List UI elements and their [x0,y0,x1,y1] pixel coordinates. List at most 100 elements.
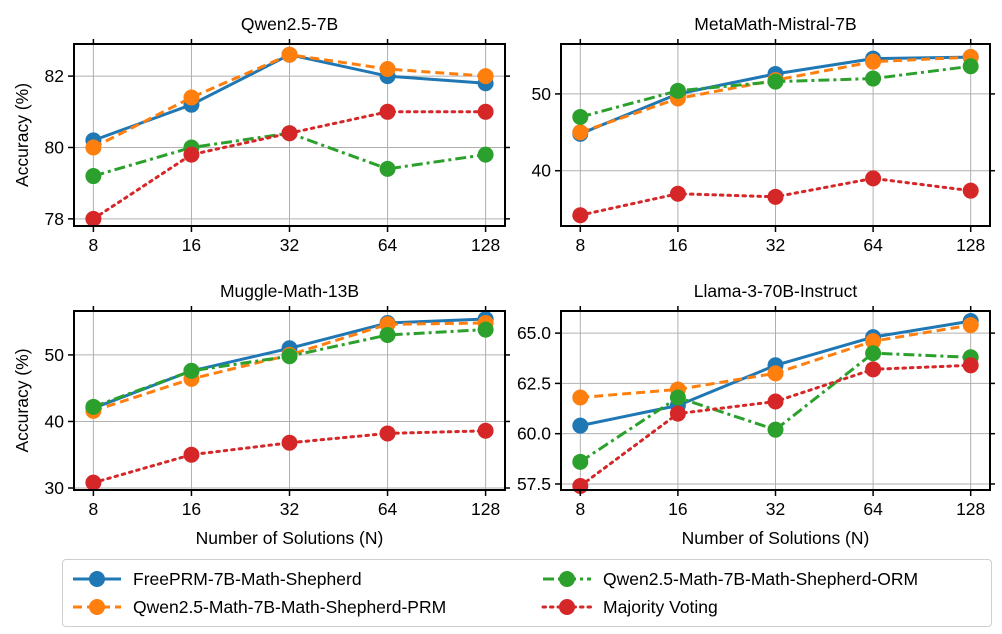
legend-label-prm: Qwen2.5-Math-7B-Math-Shepherd-PRM [133,596,447,617]
legend-swatch-prm [73,599,121,615]
data-point-qwen2-5-math-7b-math-shepherd-prm [865,53,882,70]
data-point-majority-voting [767,393,784,410]
data-point-majority-voting [572,207,589,224]
y-axis-label: Accuracy (%) [12,83,32,187]
data-point-qwen2-5-math-7b-math-shepherd-prm [865,333,882,350]
y-tick-label: 82 [45,66,64,86]
legend-swatch-marker [89,571,105,587]
y-tick-label: 30 [45,478,65,498]
legend-swatch-orm [543,571,591,587]
data-point-qwen2-5-math-7b-math-shepherd-orm [669,389,686,406]
data-point-majority-voting [669,405,686,422]
legend: FreePRM-7B-Math-Shepherd Qwen2.5-Math-7B… [62,559,992,627]
x-tick-label: 128 [471,235,500,255]
y-tick-label: 65.0 [517,323,551,343]
y-tick-label: 60.0 [517,424,551,444]
y-tick-label: 40 [532,161,552,181]
data-point-qwen2-5-math-7b-math-shepherd-prm [183,89,200,106]
legend-item-orm: Qwen2.5-Math-7B-Math-Shepherd-ORM [541,566,918,592]
figure-canvas: 8 16 32 64 128 78 80 82 Qwen2.5-7B Accuracy (%) 8 1… [12,14,995,548]
data-point-majority-voting [281,125,298,142]
data-point-qwen2-5-math-7b-math-shepherd-orm [865,70,882,87]
chart-title: Qwen2.5-7B [241,14,338,34]
y-tick-label: 80 [45,137,65,157]
x-tick-label: 16 [182,235,201,255]
data-point-majority-voting [962,182,979,199]
data-point-qwen2-5-math-7b-math-shepherd-orm [379,160,396,177]
x-tick-label: 32 [280,499,299,519]
x-tick-label: 8 [575,499,585,519]
data-point-qwen2-5-math-7b-math-shepherd-orm [962,58,979,75]
data-point-qwen2-5-math-7b-math-shepherd-prm [477,68,494,85]
legend-swatch-marker [559,599,575,615]
data-point-majority-voting [85,210,102,227]
x-tick-label: 16 [668,235,687,255]
y-tick-label: 57.5 [517,474,551,494]
data-point-qwen2-5-math-7b-math-shepherd-prm [281,46,298,63]
data-point-majority-voting [962,357,979,374]
chart-panel-metamath-mistral-7b: 8 16 32 64 128 40 50 MetaMath-Mistral-7B [532,14,995,255]
legend-label-freeprm: FreePRM-7B-Math-Shepherd [133,568,362,589]
x-axis-label: Number of Solutions (N) [196,528,384,548]
data-point-majority-voting [379,103,396,120]
data-point-qwen2-5-math-7b-math-shepherd-orm [183,362,200,379]
legend-label-orm: Qwen2.5-Math-7B-Math-Shepherd-ORM [603,568,919,589]
y-axis-label: Accuracy (%) [12,348,32,452]
data-point-qwen2-5-math-7b-math-shepherd-orm [572,453,589,470]
x-axis-label: Number of Solutions (N) [682,528,870,548]
data-point-qwen2-5-math-7b-math-shepherd-orm [572,108,589,125]
data-point-majority-voting [281,434,298,451]
legend-swatch-freeprm [73,571,121,587]
data-point-qwen2-5-math-7b-math-shepherd-orm [477,321,494,338]
x-tick-label: 128 [956,235,985,255]
data-point-qwen2-5-math-7b-math-shepherd-prm [85,139,102,156]
y-tick-label: 50 [532,84,552,104]
chart-title: Llama-3-70B-Instruct [694,281,858,301]
series-line-majority-voting [91,429,488,485]
x-tick-label: 8 [89,235,99,255]
data-point-freeprm-7b-math-shepherd [572,417,589,434]
chart-panel-qwen2-5-7b: 8 16 32 64 128 78 80 82 Qwen2.5-7B Accuracy (%) [12,14,510,255]
x-tick-label: 16 [182,499,201,519]
series-line-qwen2-5-math-7b-math-shepherd-orm [579,351,971,464]
x-tick-label: 8 [89,499,99,519]
data-point-qwen2-5-math-7b-math-shepherd-orm [767,421,784,438]
data-point-qwen2-5-math-7b-math-shepherd-prm [379,60,396,77]
x-tick-label: 32 [280,235,299,255]
x-tick-label: 128 [956,499,985,519]
data-point-qwen2-5-math-7b-math-shepherd-orm [379,326,396,343]
data-point-qwen2-5-math-7b-math-shepherd-orm [767,73,784,90]
data-point-majority-voting [865,170,882,187]
y-tick-label: 40 [45,411,65,431]
data-point-qwen2-5-math-7b-math-shepherd-prm [767,365,784,382]
data-point-qwen2-5-math-7b-math-shepherd-prm [572,124,589,141]
y-tick-label: 62.5 [517,373,551,393]
x-tick-label: 16 [668,499,687,519]
legend-swatch-marker [89,599,105,615]
data-point-majority-voting [477,103,494,120]
legend-item-prm: Qwen2.5-Math-7B-Math-Shepherd-PRM [71,594,446,620]
x-tick-label: 32 [766,235,785,255]
data-point-qwen2-5-math-7b-math-shepherd-orm [85,398,102,415]
x-tick-label: 64 [863,235,883,255]
data-point-majority-voting [669,185,686,202]
x-tick-label: 64 [378,499,398,519]
data-point-majority-voting [379,425,396,442]
data-point-qwen2-5-math-7b-math-shepherd-orm [477,146,494,163]
data-point-majority-voting [477,422,494,439]
chart-title: MetaMath-Mistral-7B [694,14,856,34]
x-tick-label: 8 [575,235,585,255]
chart-panel-llama-3-70b-instruct: 8 16 32 64 128 57.5 60.0 62.5 65.0 Llama-3-70B-In… [517,281,995,548]
data-point-majority-voting [183,146,200,163]
legend-item-freeprm: FreePRM-7B-Math-Shepherd [71,566,362,592]
data-point-qwen2-5-math-7b-math-shepherd-orm [669,82,686,99]
data-point-qwen2-5-math-7b-math-shepherd-prm [572,389,589,406]
data-point-qwen2-5-math-7b-math-shepherd-orm [85,168,102,185]
y-tick-label: 50 [45,345,65,365]
data-point-qwen2-5-math-7b-math-shepherd-orm [281,348,298,365]
data-point-qwen2-5-math-7b-math-shepherd-prm [962,317,979,334]
data-point-majority-voting [85,474,102,491]
x-tick-label: 128 [471,499,500,519]
data-point-majority-voting [183,446,200,463]
data-point-qwen2-5-math-7b-math-shepherd-orm [865,345,882,362]
